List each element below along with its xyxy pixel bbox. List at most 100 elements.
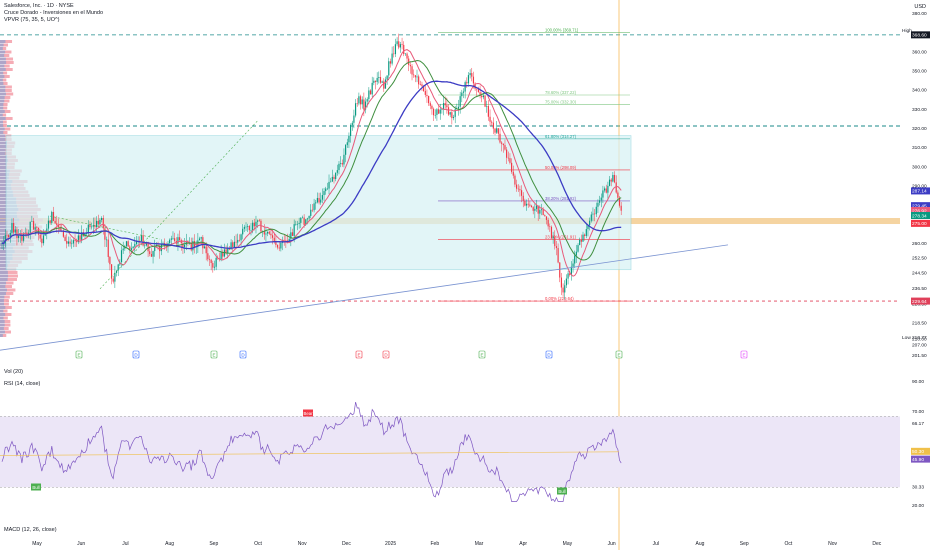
- candle-body: [227, 249, 228, 254]
- candle-body: [76, 241, 77, 242]
- macd-legend[interactable]: MACD (12, 26, close): [4, 527, 57, 534]
- candle-body: [309, 216, 310, 219]
- candle-body: [297, 224, 298, 225]
- candle-body: [561, 278, 562, 288]
- price-badge-label: 287.14: [912, 189, 927, 195]
- candle-body: [285, 240, 286, 241]
- candle-body: [199, 239, 200, 241]
- profile-bar-up: [0, 79, 3, 82]
- candle-body: [353, 116, 354, 123]
- candle-body: [471, 73, 472, 77]
- indicator-golden-cross[interactable]: Cruce Dorado - Inversiones en el Mundo: [4, 10, 103, 17]
- candle-body: [240, 234, 241, 240]
- price-tick-label: 244.50: [912, 271, 927, 277]
- symbol-title[interactable]: Salesforce, Inc. · 1D · NYSE: [4, 3, 103, 10]
- candle-body: [133, 247, 134, 249]
- event-marker-label: E: [480, 353, 483, 358]
- candle-body: [41, 239, 42, 244]
- candle-body: [378, 77, 379, 78]
- candle-body: [403, 45, 404, 54]
- candle-body: [543, 209, 544, 215]
- candle-body: [342, 163, 343, 164]
- rsi-tick-label: 90.00: [912, 379, 924, 385]
- candle-body: [504, 145, 505, 149]
- candle-body: [206, 246, 207, 253]
- rsi-tick-label: 66.17: [912, 421, 924, 427]
- candle-body: [546, 216, 547, 220]
- candle-body: [392, 54, 393, 64]
- candle-body: [446, 105, 447, 107]
- candle-body: [31, 221, 32, 222]
- candle-body: [328, 182, 329, 189]
- candle-body: [23, 233, 24, 240]
- candle-body: [304, 218, 305, 225]
- candle-body: [601, 198, 602, 201]
- rsi-marker-label: Bull: [32, 485, 39, 490]
- time-tick-label: 2025: [385, 541, 396, 547]
- candle-body: [204, 246, 205, 248]
- profile-bar-up: [0, 100, 4, 103]
- candle-body: [249, 226, 250, 230]
- macd-label: MACD (12, 26, close): [4, 527, 57, 534]
- rsi-badge-label: 45.90: [912, 457, 924, 463]
- candle-body: [410, 65, 411, 66]
- candle-body: [606, 188, 607, 192]
- candle-body: [357, 103, 358, 104]
- candle-body: [6, 235, 7, 236]
- candle-body: [516, 185, 517, 189]
- candle-body: [400, 44, 401, 47]
- candle-body: [393, 54, 394, 55]
- profile-bar-up: [0, 103, 3, 106]
- candle-body: [174, 238, 175, 241]
- candle-body: [239, 240, 240, 241]
- volume-legend[interactable]: Vol (20): [4, 369, 23, 376]
- candle-body: [372, 83, 373, 94]
- profile-bar-up: [0, 107, 3, 110]
- candle-body: [265, 234, 266, 235]
- candle-body: [380, 77, 381, 83]
- candle-body: [179, 237, 180, 240]
- candle-body: [496, 128, 497, 132]
- candle-body: [245, 227, 246, 228]
- profile-bar-up: [0, 149, 5, 152]
- candle-body: [431, 106, 432, 109]
- time-tick-label: Oct: [785, 541, 793, 547]
- event-marker-label: E: [77, 353, 80, 358]
- candle-body: [519, 189, 520, 190]
- profile-bar-up: [0, 40, 5, 43]
- candle-body: [318, 198, 319, 203]
- candle-body: [513, 172, 514, 176]
- candle-body: [567, 273, 568, 278]
- candle-body: [493, 123, 494, 129]
- rsi-marker-label: Bear: [303, 411, 313, 416]
- candle-body: [621, 206, 622, 211]
- candle-body: [73, 240, 74, 243]
- candle-body: [579, 240, 580, 245]
- candle-body: [79, 235, 80, 239]
- candle-body: [30, 222, 31, 233]
- time-tick-label: Feb: [430, 541, 439, 547]
- candle-body: [347, 142, 348, 145]
- candle-body: [128, 241, 129, 246]
- candle-body: [411, 66, 412, 74]
- price-tick-label: 236.50: [912, 286, 927, 292]
- fib-label: 23.60% (261.91): [545, 234, 577, 239]
- candle-body: [169, 240, 170, 243]
- candle-body: [289, 239, 290, 241]
- consolidation-box: [6, 136, 631, 270]
- candle-body: [322, 195, 323, 200]
- price-tick-label: 260.00: [912, 241, 927, 247]
- indicator-vpvr[interactable]: VPVR (75, 35, 5, UO^): [4, 17, 103, 24]
- rsi-pane: BullBearBull: [0, 402, 900, 501]
- candle-body: [312, 210, 313, 211]
- candle-body: [609, 180, 610, 186]
- rsi-legend[interactable]: RSI (14, close): [4, 381, 40, 388]
- candle-body: [207, 253, 208, 259]
- profile-bar-up: [0, 306, 5, 309]
- candle-body: [255, 222, 256, 227]
- event-marker-label: E: [617, 353, 620, 358]
- candle-body: [488, 106, 489, 117]
- candle-body: [602, 190, 603, 197]
